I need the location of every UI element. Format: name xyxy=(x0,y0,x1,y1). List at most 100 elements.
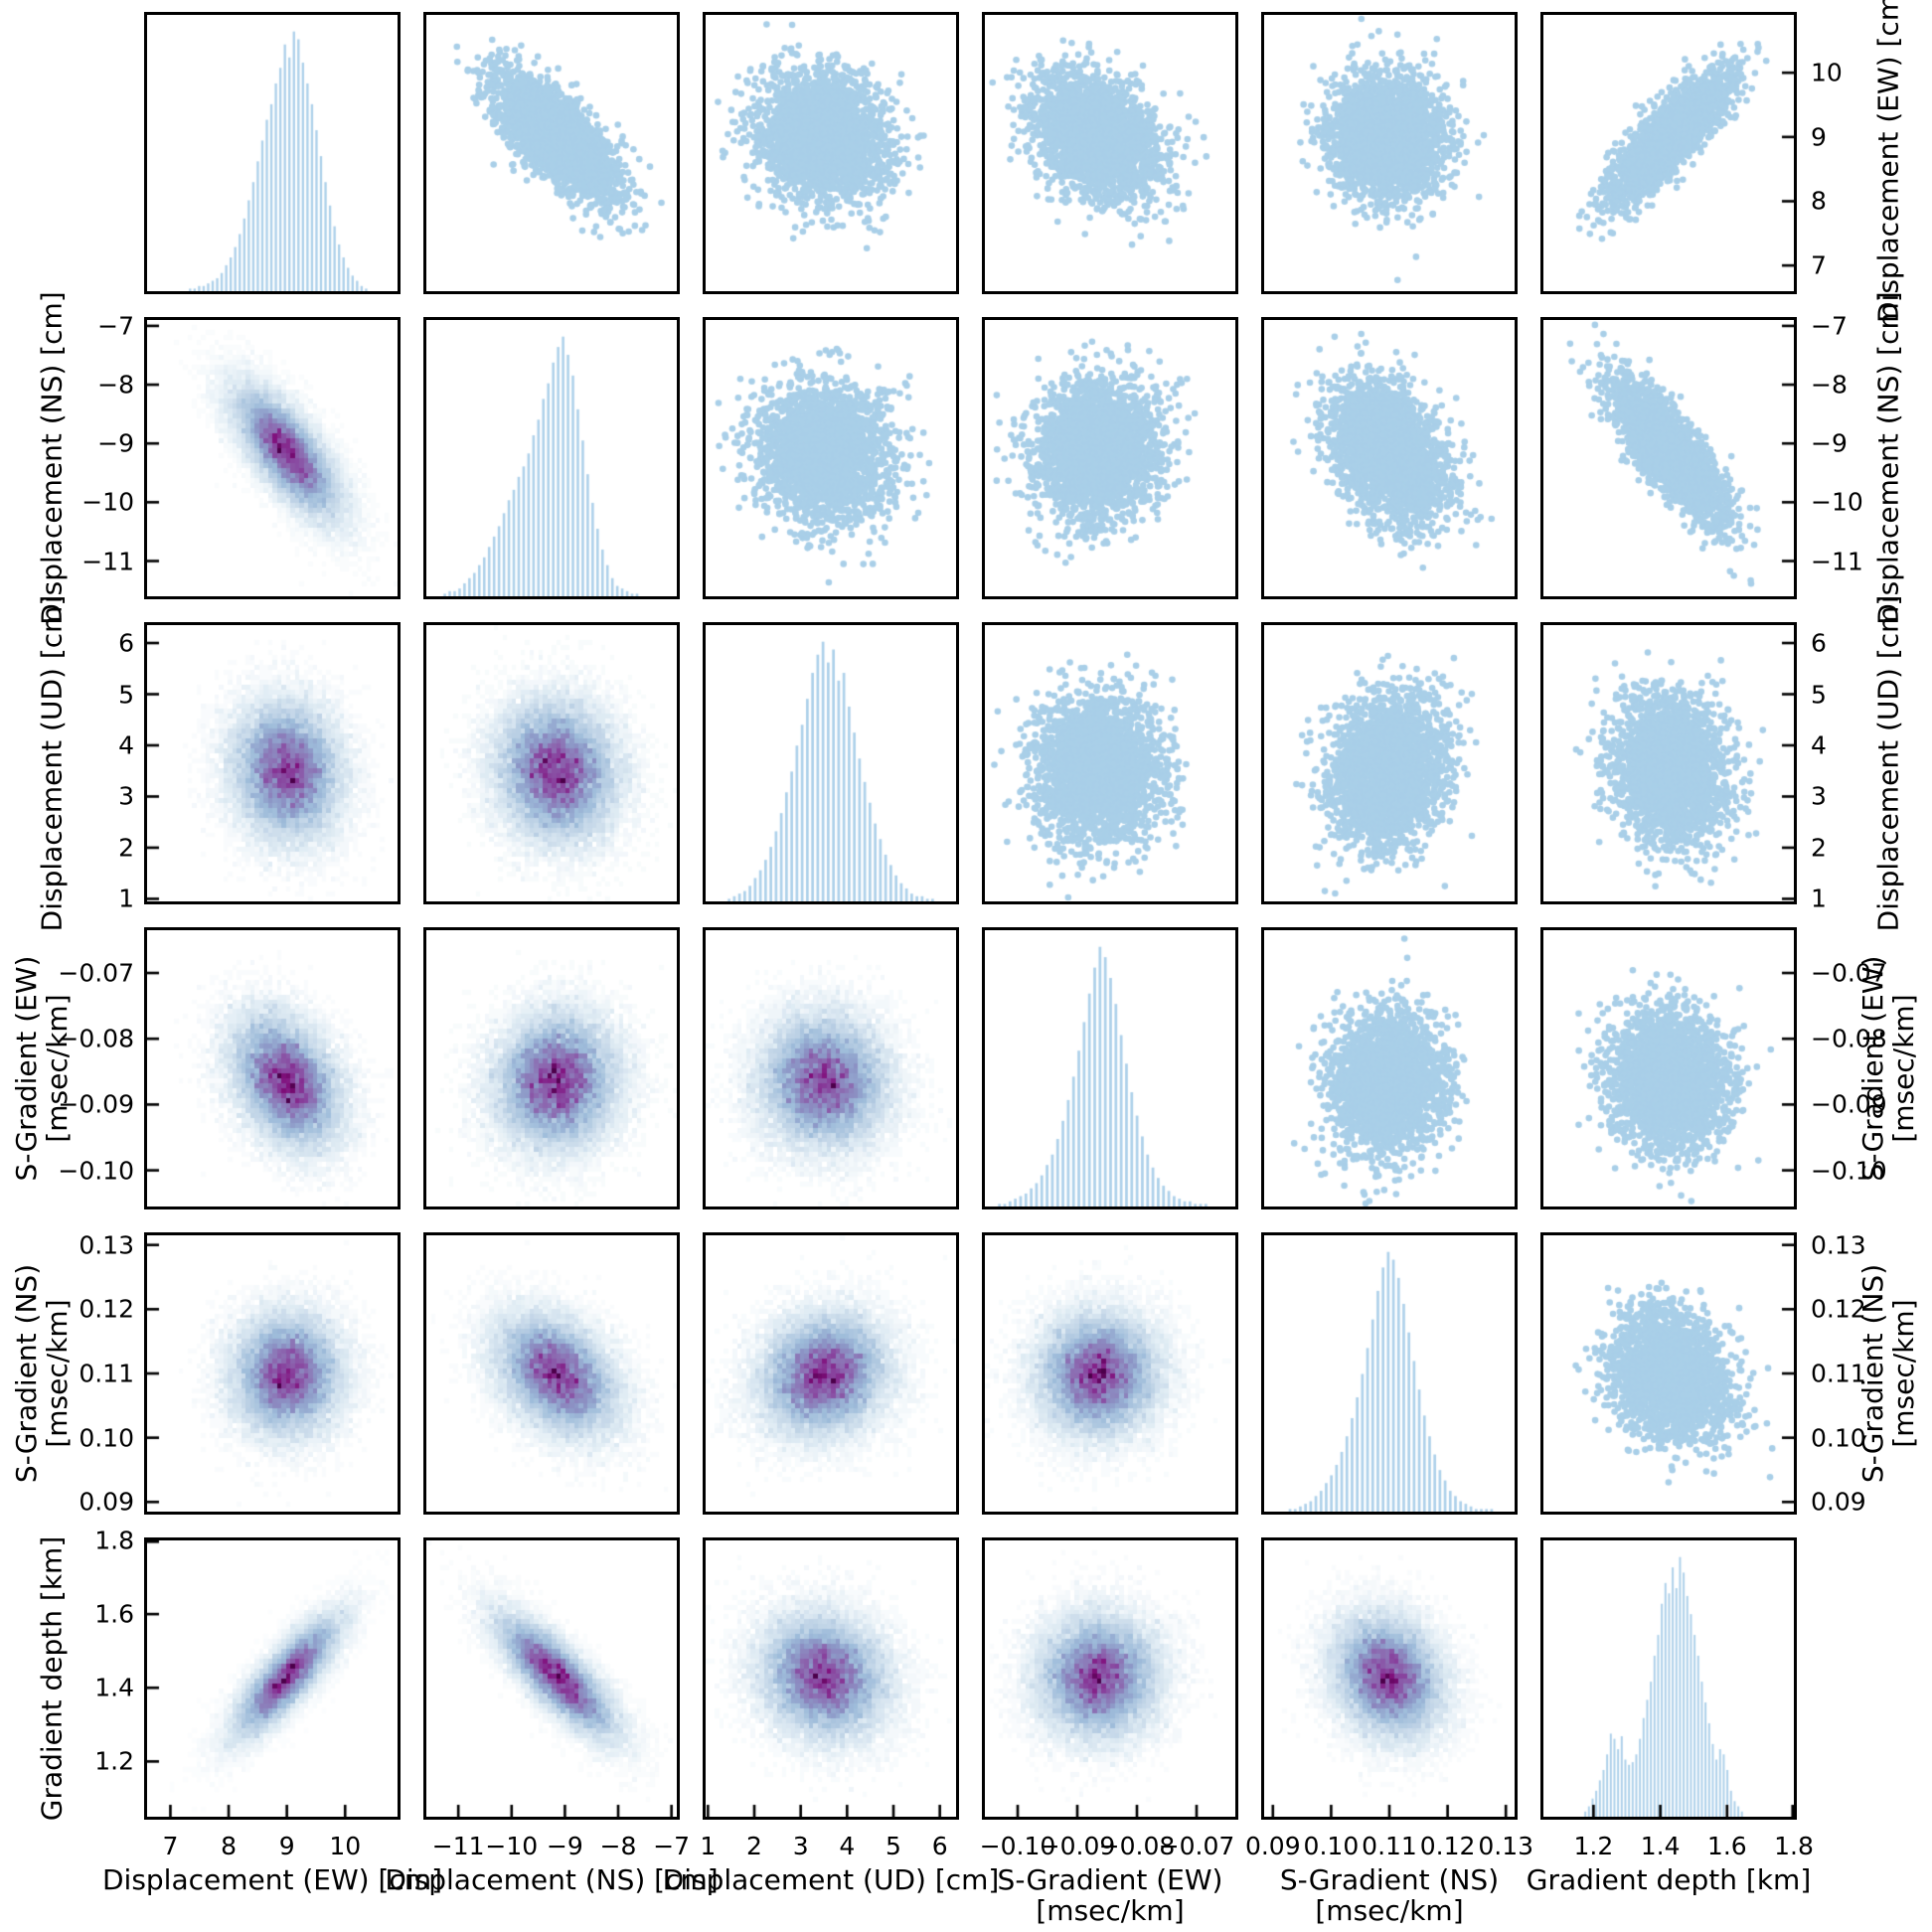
x-tick-label: −7 xyxy=(653,1832,691,1860)
y-tick-label-right: 2 xyxy=(1811,833,1827,863)
panel-r6c5-density xyxy=(1261,1537,1518,1820)
density-canvas xyxy=(706,1540,956,1817)
panel-r2c3-scatter xyxy=(703,317,959,599)
y-axis-title-line: S-Gradient (EW) xyxy=(1856,955,1889,1182)
x-tick-label: 0.09 xyxy=(1244,1832,1301,1860)
y-tick-label-left: −11 xyxy=(81,547,134,575)
panel-r5c2-density xyxy=(423,1232,680,1515)
x-tick-label: 8 xyxy=(221,1832,237,1860)
scatter-canvas xyxy=(1543,930,1794,1207)
y-tick-label-right: 1 xyxy=(1811,884,1827,913)
x-tick-label: 1.4 xyxy=(1640,1832,1681,1860)
scatter-canvas xyxy=(1543,1235,1794,1512)
y-tick-label-left: 5 xyxy=(118,680,134,709)
y-tick-label-left: −0.10 xyxy=(58,1156,134,1186)
x-tick-label: −8 xyxy=(599,1832,637,1860)
panel-r6c3-density xyxy=(703,1537,959,1820)
x-axis-title: Displacement (UD) [cm] xyxy=(662,1863,1000,1896)
y-axis-title-line: Displacement (NS) [cm] xyxy=(1871,291,1905,625)
x-tick-label: 0.13 xyxy=(1478,1832,1534,1860)
density-canvas xyxy=(147,625,398,901)
x-tick-label: 1.8 xyxy=(1774,1832,1814,1860)
y-axis-title-line: [msec/km] xyxy=(41,994,74,1143)
y-axis-title-line: Displacement (NS) [cm] xyxy=(35,291,69,625)
panel-r4c3-density xyxy=(703,927,959,1209)
x-axis-title: [msec/km] xyxy=(1315,1894,1464,1927)
panel-r3c6-scatter xyxy=(1540,622,1797,904)
y-tick-label-right: −0.07 xyxy=(1811,958,1887,988)
x-axis-title: Gradient depth [km] xyxy=(1526,1863,1812,1896)
y-tick-label-left: −10 xyxy=(81,487,134,517)
density-canvas xyxy=(1264,1540,1515,1817)
density-canvas xyxy=(985,1235,1235,1512)
histogram-canvas xyxy=(985,930,1235,1207)
scatter-canvas xyxy=(426,15,677,291)
panel-r2c6-scatter xyxy=(1540,317,1797,599)
scatter-canvas xyxy=(1543,15,1794,291)
scatter-canvas xyxy=(1543,625,1794,901)
y-axis-title-line: S-Gradient (NS) xyxy=(10,1263,43,1484)
x-tick-label: 4 xyxy=(839,1832,856,1860)
y-tick-label-right: 0.10 xyxy=(1811,1423,1866,1453)
panel-r2c5-scatter xyxy=(1261,317,1518,599)
density-canvas xyxy=(985,1540,1235,1817)
x-tick-label: 9 xyxy=(278,1832,295,1860)
panel-r4c6-scatter xyxy=(1540,927,1797,1209)
y-tick-label-left: 1.8 xyxy=(94,1526,134,1555)
y-tick-label-right: 0.13 xyxy=(1811,1230,1866,1260)
y-tick-label-right: −0.08 xyxy=(1811,1024,1887,1053)
x-axis-title: [msec/km] xyxy=(1036,1894,1185,1927)
x-tick-label: 10 xyxy=(329,1832,362,1860)
x-tick-label: 7 xyxy=(162,1832,179,1860)
panel-r1c5-scatter xyxy=(1261,12,1518,294)
y-tick-label-left: 1.6 xyxy=(94,1599,134,1629)
panel-r2c4-scatter xyxy=(982,317,1238,599)
y-tick-label-right: 10 xyxy=(1811,58,1843,87)
y-tick-label-left: −9 xyxy=(97,428,134,458)
x-tick-label: 0.12 xyxy=(1419,1832,1476,1860)
panel-r1c3-scatter xyxy=(703,12,959,294)
y-tick-label-left: −0.09 xyxy=(58,1089,134,1119)
scatter-canvas xyxy=(1264,625,1515,901)
panel-r5c6-scatter xyxy=(1540,1232,1797,1515)
density-canvas xyxy=(147,320,398,596)
y-axis-title-line: [msec/km] xyxy=(41,1299,74,1448)
panel-r3c4-scatter xyxy=(982,622,1238,904)
density-canvas xyxy=(147,1540,398,1817)
y-tick-label-left: 1.2 xyxy=(94,1746,134,1776)
scatter-canvas xyxy=(985,15,1235,291)
density-canvas xyxy=(426,625,677,901)
y-tick-label-right: 5 xyxy=(1811,680,1827,709)
x-tick-label: −11 xyxy=(431,1832,485,1860)
y-tick-label-left: 0.13 xyxy=(79,1230,134,1260)
density-canvas xyxy=(147,930,398,1207)
scatter-canvas xyxy=(706,320,956,596)
y-tick-label-left: 2 xyxy=(118,833,134,863)
y-tick-label-right: 8 xyxy=(1811,186,1827,216)
y-axis-title-line: Displacement (UD) [cm] xyxy=(1871,594,1905,932)
histogram-canvas xyxy=(426,320,677,596)
y-axis-title-line: Displacement (UD) [cm] xyxy=(35,594,69,932)
y-tick-label-right: −11 xyxy=(1811,547,1863,575)
x-tick-label: 1.2 xyxy=(1573,1832,1614,1860)
y-tick-label-right: 6 xyxy=(1811,628,1827,658)
y-tick-label-left: −0.07 xyxy=(58,958,134,988)
y-tick-label-right: 3 xyxy=(1811,781,1827,811)
scatter-canvas xyxy=(706,15,956,291)
y-tick-label-right: 4 xyxy=(1811,730,1827,760)
y-tick-label-right: −8 xyxy=(1811,370,1848,400)
x-tick-label: −0.10 xyxy=(979,1832,1056,1860)
y-tick-label-left: 1.4 xyxy=(94,1673,134,1702)
panel-r1c4-scatter xyxy=(982,12,1238,294)
y-tick-label-right: −0.10 xyxy=(1811,1156,1887,1186)
x-tick-label: −9 xyxy=(546,1832,583,1860)
density-canvas xyxy=(706,930,956,1207)
scatter-canvas xyxy=(1264,930,1515,1207)
y-tick-label-right: −9 xyxy=(1811,428,1848,458)
y-axis-title-line: Displacement (EW) [cm] xyxy=(1871,0,1905,324)
panel-r5c3-density xyxy=(703,1232,959,1515)
x-tick-label: 6 xyxy=(931,1832,948,1860)
panel-r2c1-density xyxy=(144,317,401,599)
y-tick-label-left: −0.08 xyxy=(58,1024,134,1053)
